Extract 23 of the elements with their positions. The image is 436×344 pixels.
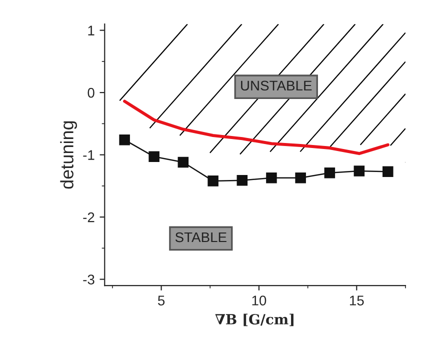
point	[178, 156, 189, 168]
point	[119, 134, 130, 146]
annotation: STABLE	[175, 232, 226, 242]
x-tick-label: 10	[252, 296, 266, 306]
x-axis-title: ∇B [G/cm]	[215, 314, 294, 326]
y-axis-title: detuning	[60, 121, 78, 189]
line-series	[123, 100, 390, 156]
point	[148, 151, 160, 162]
point	[324, 167, 336, 178]
x-tick-label: 15	[350, 296, 364, 306]
y-tick-label: -1	[83, 150, 94, 160]
point	[236, 174, 248, 186]
x-tick-label: 5	[158, 296, 165, 306]
annotation: UNSTABLE	[241, 80, 312, 91]
point	[295, 172, 306, 184]
y-tick-label: 1	[88, 26, 94, 36]
y-tick-label: -2	[83, 212, 94, 222]
y-tick-label: -3	[83, 274, 94, 284]
point	[208, 176, 218, 186]
point	[354, 166, 365, 176]
y-tick-label: 0	[88, 88, 94, 98]
point	[266, 172, 277, 184]
point	[382, 166, 394, 177]
